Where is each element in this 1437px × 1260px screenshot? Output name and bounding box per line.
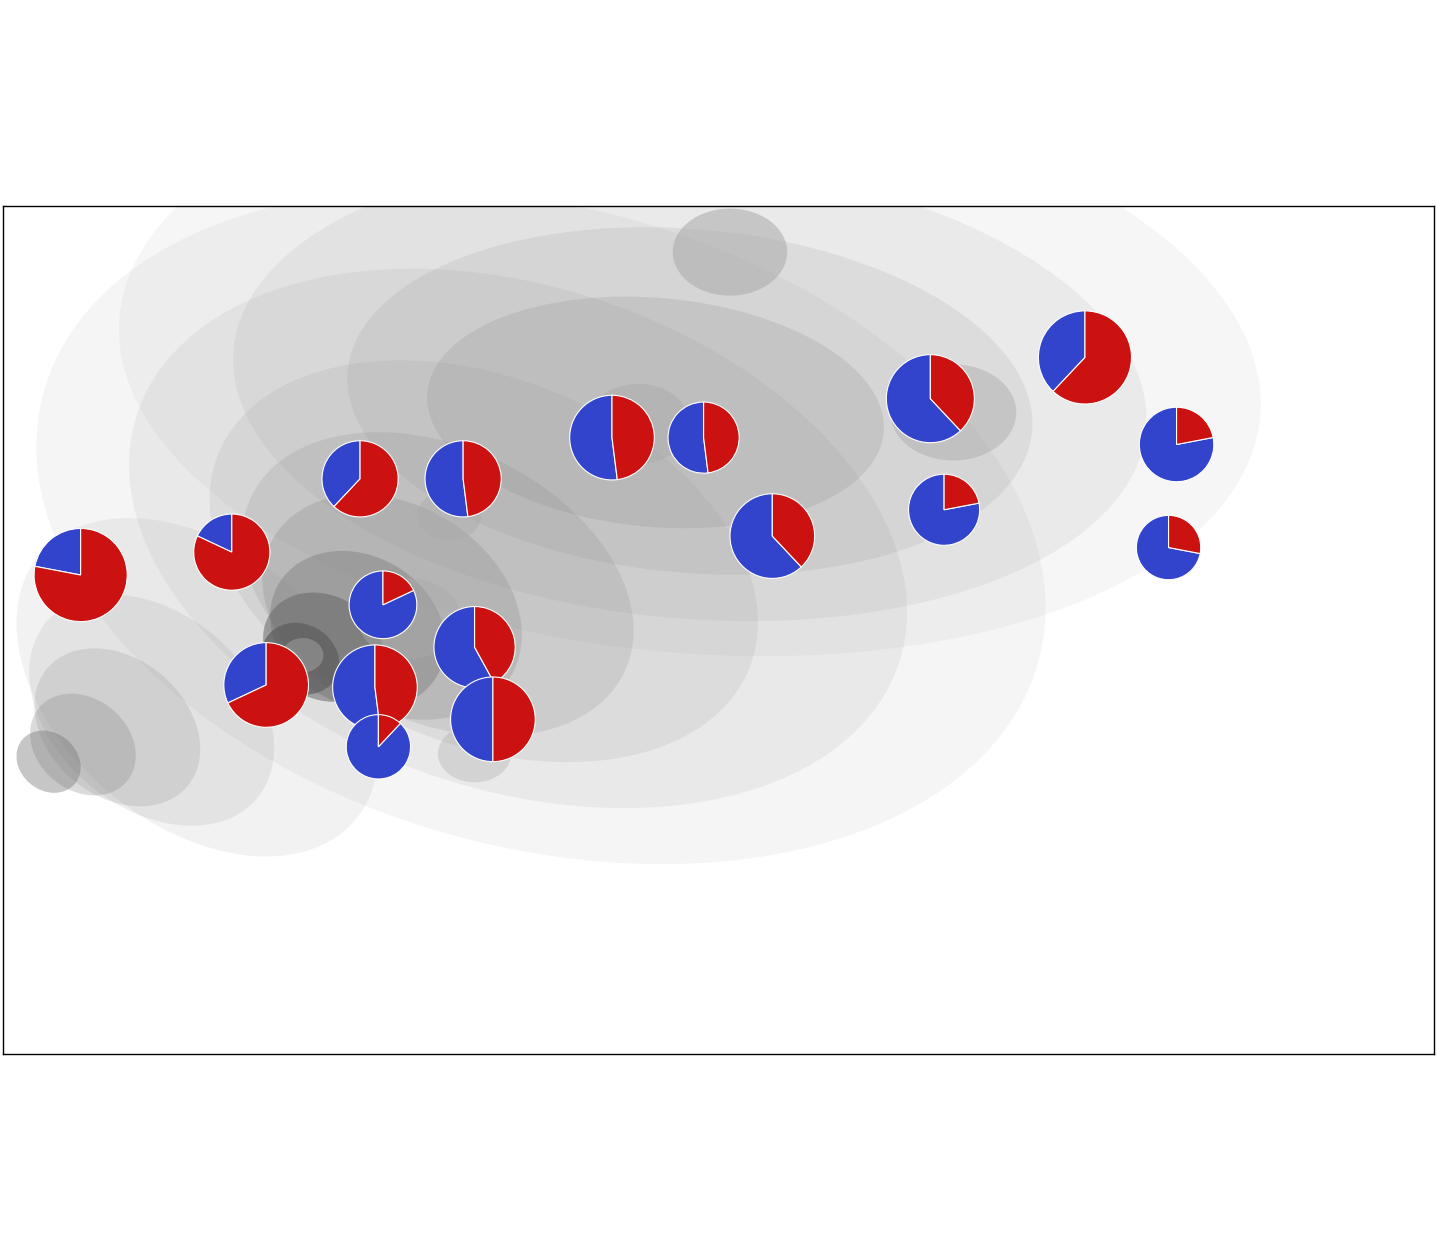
Wedge shape <box>1177 407 1213 445</box>
Wedge shape <box>569 396 618 480</box>
Wedge shape <box>34 528 128 621</box>
Wedge shape <box>1039 311 1085 392</box>
Ellipse shape <box>210 360 757 762</box>
Wedge shape <box>34 528 80 575</box>
Ellipse shape <box>29 595 274 825</box>
Ellipse shape <box>233 158 1147 621</box>
Wedge shape <box>425 441 468 517</box>
Wedge shape <box>378 714 401 747</box>
Wedge shape <box>228 643 309 727</box>
Ellipse shape <box>427 296 884 528</box>
Wedge shape <box>930 354 974 431</box>
Wedge shape <box>451 677 493 761</box>
Wedge shape <box>772 494 815 567</box>
Wedge shape <box>463 441 502 517</box>
Wedge shape <box>197 514 231 552</box>
Wedge shape <box>1168 515 1201 553</box>
Wedge shape <box>474 606 516 683</box>
Wedge shape <box>224 643 266 703</box>
Ellipse shape <box>891 364 1016 460</box>
Ellipse shape <box>262 622 339 694</box>
Wedge shape <box>194 514 270 590</box>
Wedge shape <box>1140 407 1214 481</box>
Wedge shape <box>434 606 494 688</box>
Wedge shape <box>333 441 398 517</box>
Ellipse shape <box>673 209 787 296</box>
Wedge shape <box>887 354 960 442</box>
Ellipse shape <box>438 724 512 782</box>
Ellipse shape <box>30 694 135 795</box>
Wedge shape <box>730 494 802 578</box>
Ellipse shape <box>417 490 481 541</box>
Wedge shape <box>322 441 361 507</box>
Wedge shape <box>908 474 980 546</box>
Ellipse shape <box>16 518 378 857</box>
Ellipse shape <box>263 592 384 702</box>
Wedge shape <box>704 402 739 472</box>
Wedge shape <box>944 474 979 510</box>
Wedge shape <box>375 645 417 730</box>
Wedge shape <box>332 645 381 730</box>
Ellipse shape <box>36 190 1046 864</box>
Wedge shape <box>493 677 535 761</box>
Ellipse shape <box>358 578 461 659</box>
Wedge shape <box>1053 311 1131 404</box>
Ellipse shape <box>348 227 1032 575</box>
Ellipse shape <box>270 551 445 709</box>
Ellipse shape <box>243 432 634 736</box>
Ellipse shape <box>119 77 1260 656</box>
Ellipse shape <box>129 268 907 808</box>
Wedge shape <box>668 402 708 474</box>
Wedge shape <box>612 396 654 480</box>
Wedge shape <box>346 714 411 779</box>
Ellipse shape <box>282 638 323 673</box>
Wedge shape <box>349 571 417 639</box>
Ellipse shape <box>586 384 690 464</box>
Ellipse shape <box>16 731 80 793</box>
Wedge shape <box>1137 515 1200 580</box>
Ellipse shape <box>263 494 522 719</box>
Wedge shape <box>384 571 414 605</box>
Ellipse shape <box>34 649 200 806</box>
